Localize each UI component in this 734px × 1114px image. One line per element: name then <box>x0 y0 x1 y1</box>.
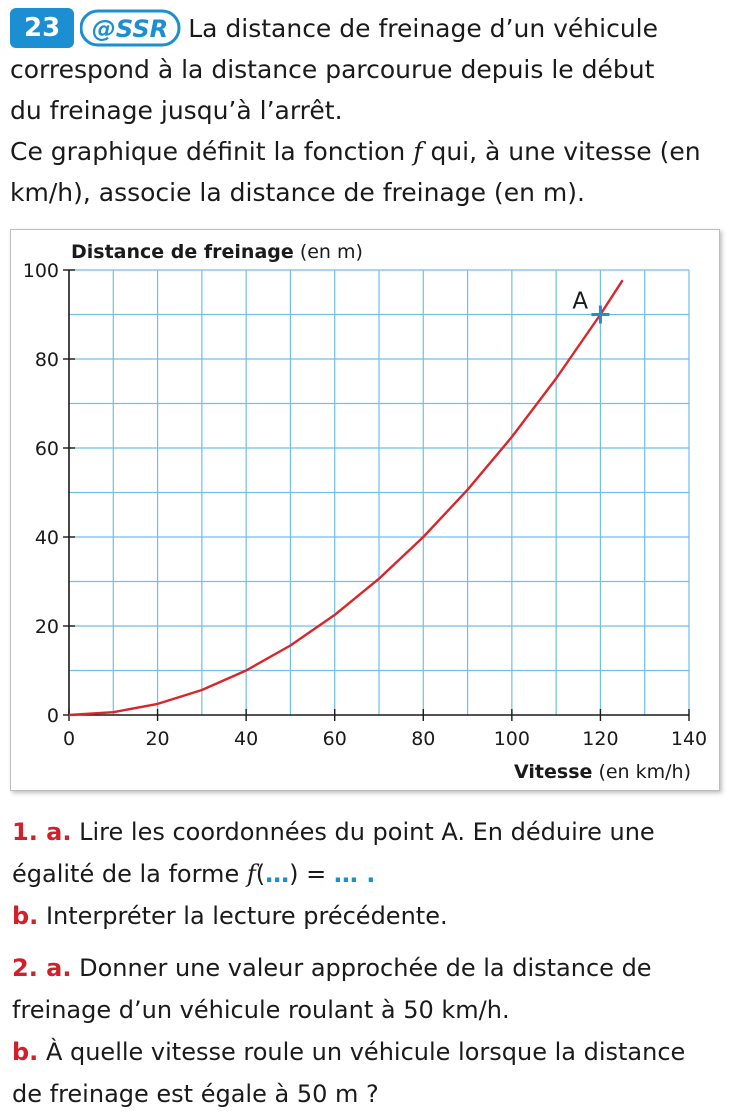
y-tick-label: 100 <box>23 260 59 282</box>
assr-logo-icon: @SSR <box>80 9 181 47</box>
intro-line-1: 23 @SSR La distance de freinage d’un véh… <box>10 8 730 49</box>
function-name: f <box>246 860 256 888</box>
y-tick-label: 40 <box>35 527 59 549</box>
x-tick-label: 140 <box>671 728 707 750</box>
chart-panel: 0 20 40 60 80 100 120 140 0 20 40 60 80 100 A Distanc… <box>10 229 720 791</box>
blank-dots: … . <box>333 860 376 888</box>
chart-points: A <box>572 289 610 324</box>
function-name: f <box>413 137 423 166</box>
x-axis-label: Vitesse (en km/h) <box>514 761 691 783</box>
chart-axes <box>68 270 689 716</box>
x-tick-label: 100 <box>494 728 530 750</box>
question-1a-continued: égalité de la forme f(…) = … . <box>12 854 727 894</box>
paren-close-equals: ) = <box>289 860 334 888</box>
question-text: À quelle vitesse roule un véhicule lorsq… <box>45 1038 686 1066</box>
question-text: égalité de la forme <box>12 860 240 888</box>
question-text: Interpréter la lecture précédente. <box>45 902 448 930</box>
intro-line-2: correspond à la distance parcourue depui… <box>10 55 655 84</box>
question-2b-continued: de freinage est égale à 50 m ? <box>12 1080 379 1108</box>
exercise-number-badge: 23 <box>10 8 75 48</box>
description-line-2: km/h), associe la distance de freinage (… <box>10 178 585 207</box>
question-text: Lire les coordonnées du point A. En dédu… <box>79 818 655 846</box>
question-number: 1. a. <box>12 818 72 846</box>
intro-text-1: La distance de freinage d’un véhicule <box>188 14 659 43</box>
chart-grid <box>69 269 690 715</box>
intro-line-3: du freinage jusqu’à l’arrêt. <box>10 96 343 125</box>
x-tick-label: 60 <box>323 728 347 750</box>
exercise-header: 23 @SSR La distance de freinage d’un véh… <box>10 8 730 213</box>
braking-distance-chart: 0 20 40 60 80 100 120 140 0 20 40 60 80 100 A Distanc… <box>23 241 707 783</box>
question-text: Donner une valeur approchée de la distan… <box>79 954 652 982</box>
y-tick-label: 60 <box>35 438 59 460</box>
x-tick-label: 20 <box>145 728 169 750</box>
y-axis-label: Distance de freinage (en m) <box>71 241 363 263</box>
chart-ticks: 0 20 40 60 80 100 120 140 0 20 40 60 80 100 <box>23 260 707 750</box>
question-2a: 2. a. Donner une valeur approchée de la … <box>12 948 727 988</box>
x-tick-label: 120 <box>582 728 618 750</box>
x-tick-label: 40 <box>234 728 258 750</box>
description-line-1: Ce graphique définit la fonction f qui, … <box>10 131 730 172</box>
description-text-2: qui, à une vitesse (en <box>430 137 701 166</box>
x-tick-label: 80 <box>411 728 435 750</box>
curve-f <box>68 279 624 717</box>
question-2b: b. À quelle vitesse roule un véhicule lo… <box>12 1032 727 1072</box>
chart-series <box>68 279 624 717</box>
question-number: b. <box>12 1038 39 1066</box>
question-number: 2. a. <box>12 954 72 982</box>
point-a-label: A <box>572 289 588 315</box>
question-2a-continued: freinage d’un véhicule roulant à 50 km/h… <box>12 996 510 1024</box>
blank-dots: … <box>265 860 290 888</box>
question-1b: b. Interpréter la lecture précédente. <box>12 896 727 936</box>
svg-text:@SSR: @SSR <box>92 15 168 43</box>
y-tick-label: 20 <box>35 616 59 638</box>
question-1a: 1. a. Lire les coordonnées du point A. E… <box>12 812 727 852</box>
question-number: b. <box>12 902 39 930</box>
paren-open: ( <box>255 860 266 888</box>
description-text-1: Ce graphique définit la fonction <box>10 137 406 166</box>
x-tick-label: 0 <box>63 728 75 750</box>
questions-list: 1. a. Lire les coordonnées du point A. E… <box>12 812 727 1114</box>
y-tick-label: 80 <box>35 349 59 371</box>
y-tick-label: 0 <box>47 705 59 727</box>
